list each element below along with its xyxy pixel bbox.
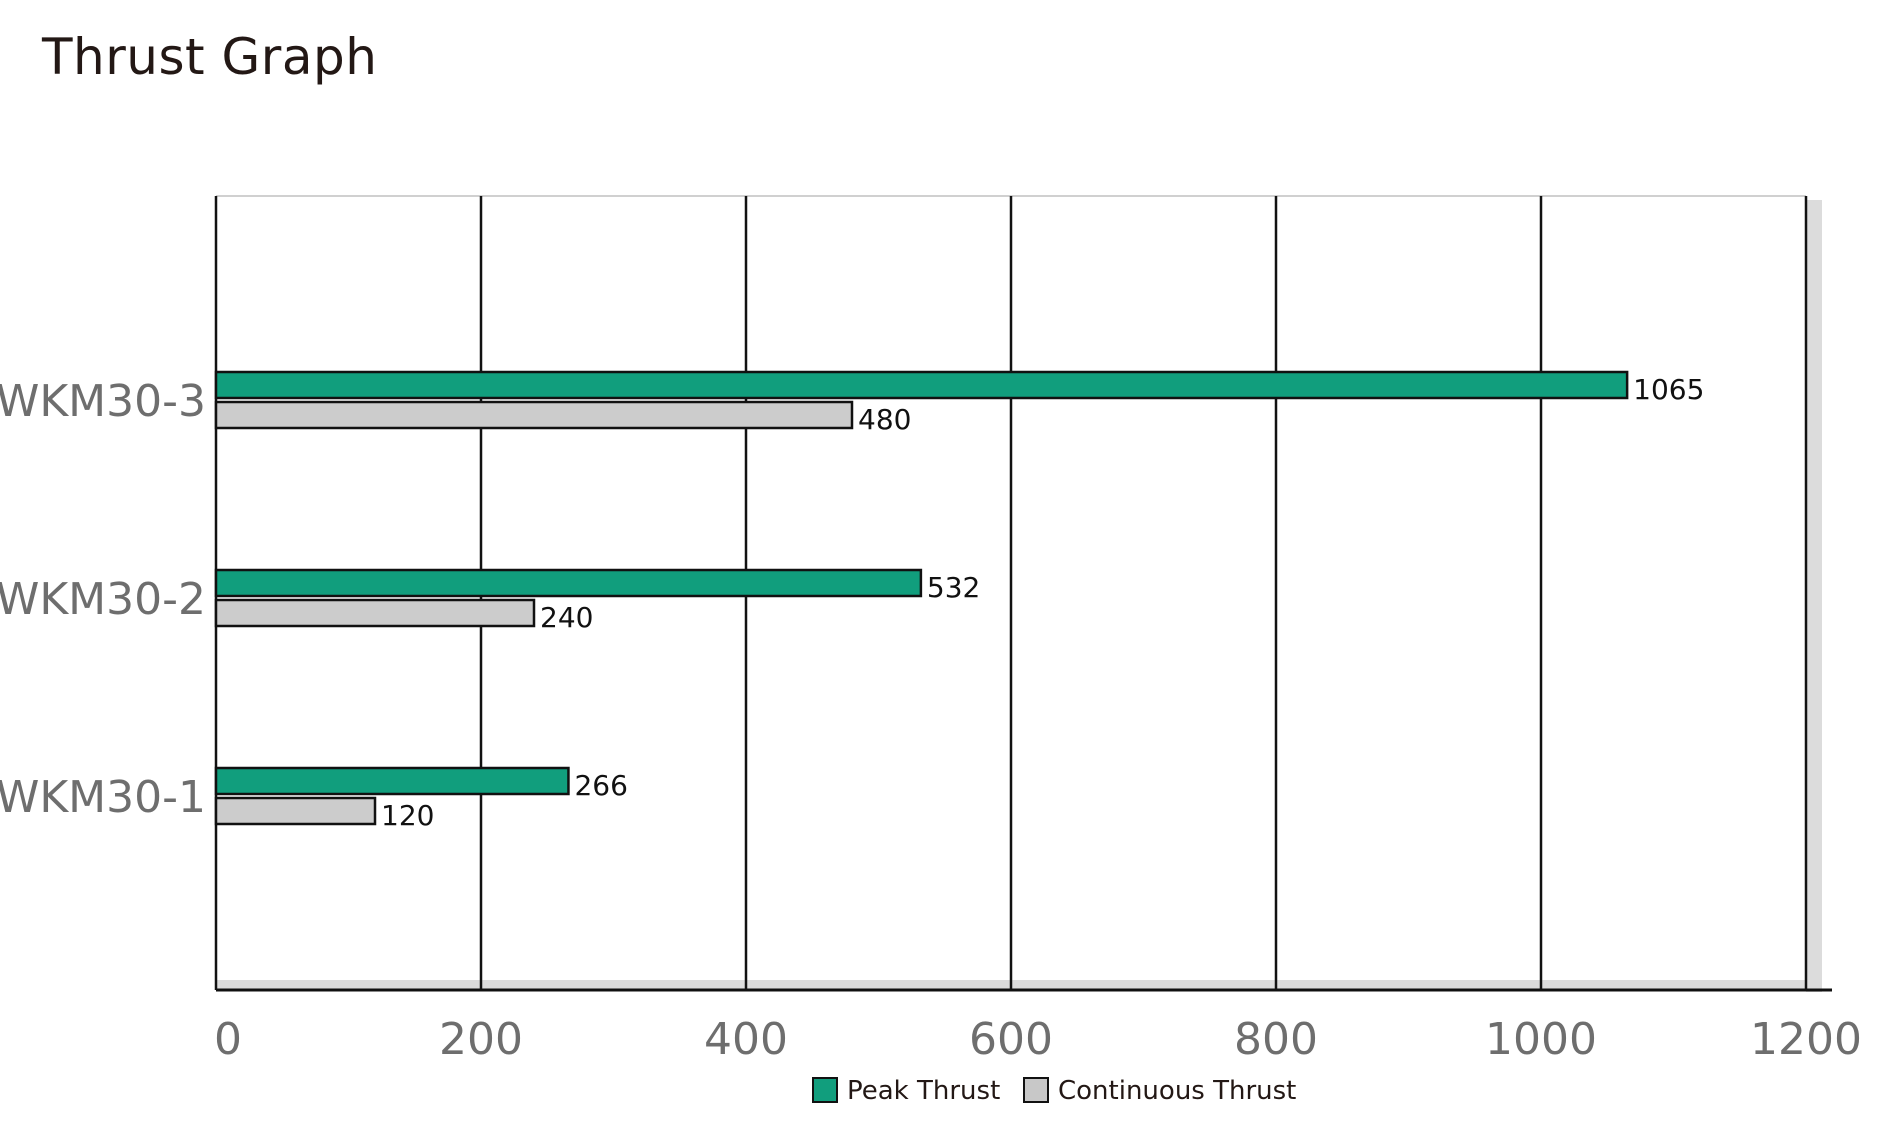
bar-continuous-thrust-wkm30-2 xyxy=(214,598,536,628)
bar-peak-thrust-wkm30-3 xyxy=(214,370,1629,400)
x-tick-label-1200: 1200 xyxy=(1750,1014,1862,1065)
category-label-wkm30-3: WKM30-3 xyxy=(0,376,206,427)
x-tick-label-0: 0 xyxy=(214,1014,242,1065)
x-tick-label-800: 800 xyxy=(1234,1014,1318,1065)
bar-continuous-thrust-wkm30-3 xyxy=(214,400,854,430)
x-tick-label-1000: 1000 xyxy=(1485,1014,1597,1065)
bar-continuous-thrust-wkm30-1 xyxy=(214,796,377,826)
data-labels: 1065 480 532 240 266 120 xyxy=(381,373,1704,832)
x-tick-label-600: 600 xyxy=(969,1014,1053,1065)
x-tick-label-400: 400 xyxy=(704,1014,788,1065)
bar-peak-thrust-wkm30-1 xyxy=(214,766,570,796)
plot-shadow-right xyxy=(1806,200,1822,992)
data-label-continuous-thrust-wkm30-2: 240 xyxy=(540,601,593,634)
data-label-peak-thrust-wkm30-2: 532 xyxy=(927,571,980,604)
legend-swatch-continuous-thrust xyxy=(1023,1077,1049,1103)
category-label-wkm30-2: WKM30-2 xyxy=(0,574,206,625)
x-tick-labels: 0 200 400 600 800 1000 1200 xyxy=(214,1014,1862,1065)
data-label-peak-thrust-wkm30-1: 266 xyxy=(574,769,627,802)
category-labels: WKM30-3 WKM30-2 WKM30-1 xyxy=(0,376,206,823)
legend-label-peak-thrust: Peak Thrust xyxy=(847,1076,1000,1106)
bars xyxy=(214,370,1629,826)
legend: Peak Thrust Continuous Thrust xyxy=(812,1076,1296,1106)
category-label-wkm30-1: WKM30-1 xyxy=(0,772,206,823)
data-label-peak-thrust-wkm30-3: 1065 xyxy=(1633,373,1704,406)
x-tick-label-200: 200 xyxy=(439,1014,523,1065)
data-label-continuous-thrust-wkm30-3: 480 xyxy=(858,403,911,436)
page-title: Thrust Graph xyxy=(42,28,378,86)
data-label-continuous-thrust-wkm30-1: 120 xyxy=(381,799,434,832)
bar-peak-thrust-wkm30-2 xyxy=(214,568,923,598)
legend-swatch-peak-thrust xyxy=(812,1077,838,1103)
legend-label-continuous-thrust: Continuous Thrust xyxy=(1058,1076,1296,1106)
